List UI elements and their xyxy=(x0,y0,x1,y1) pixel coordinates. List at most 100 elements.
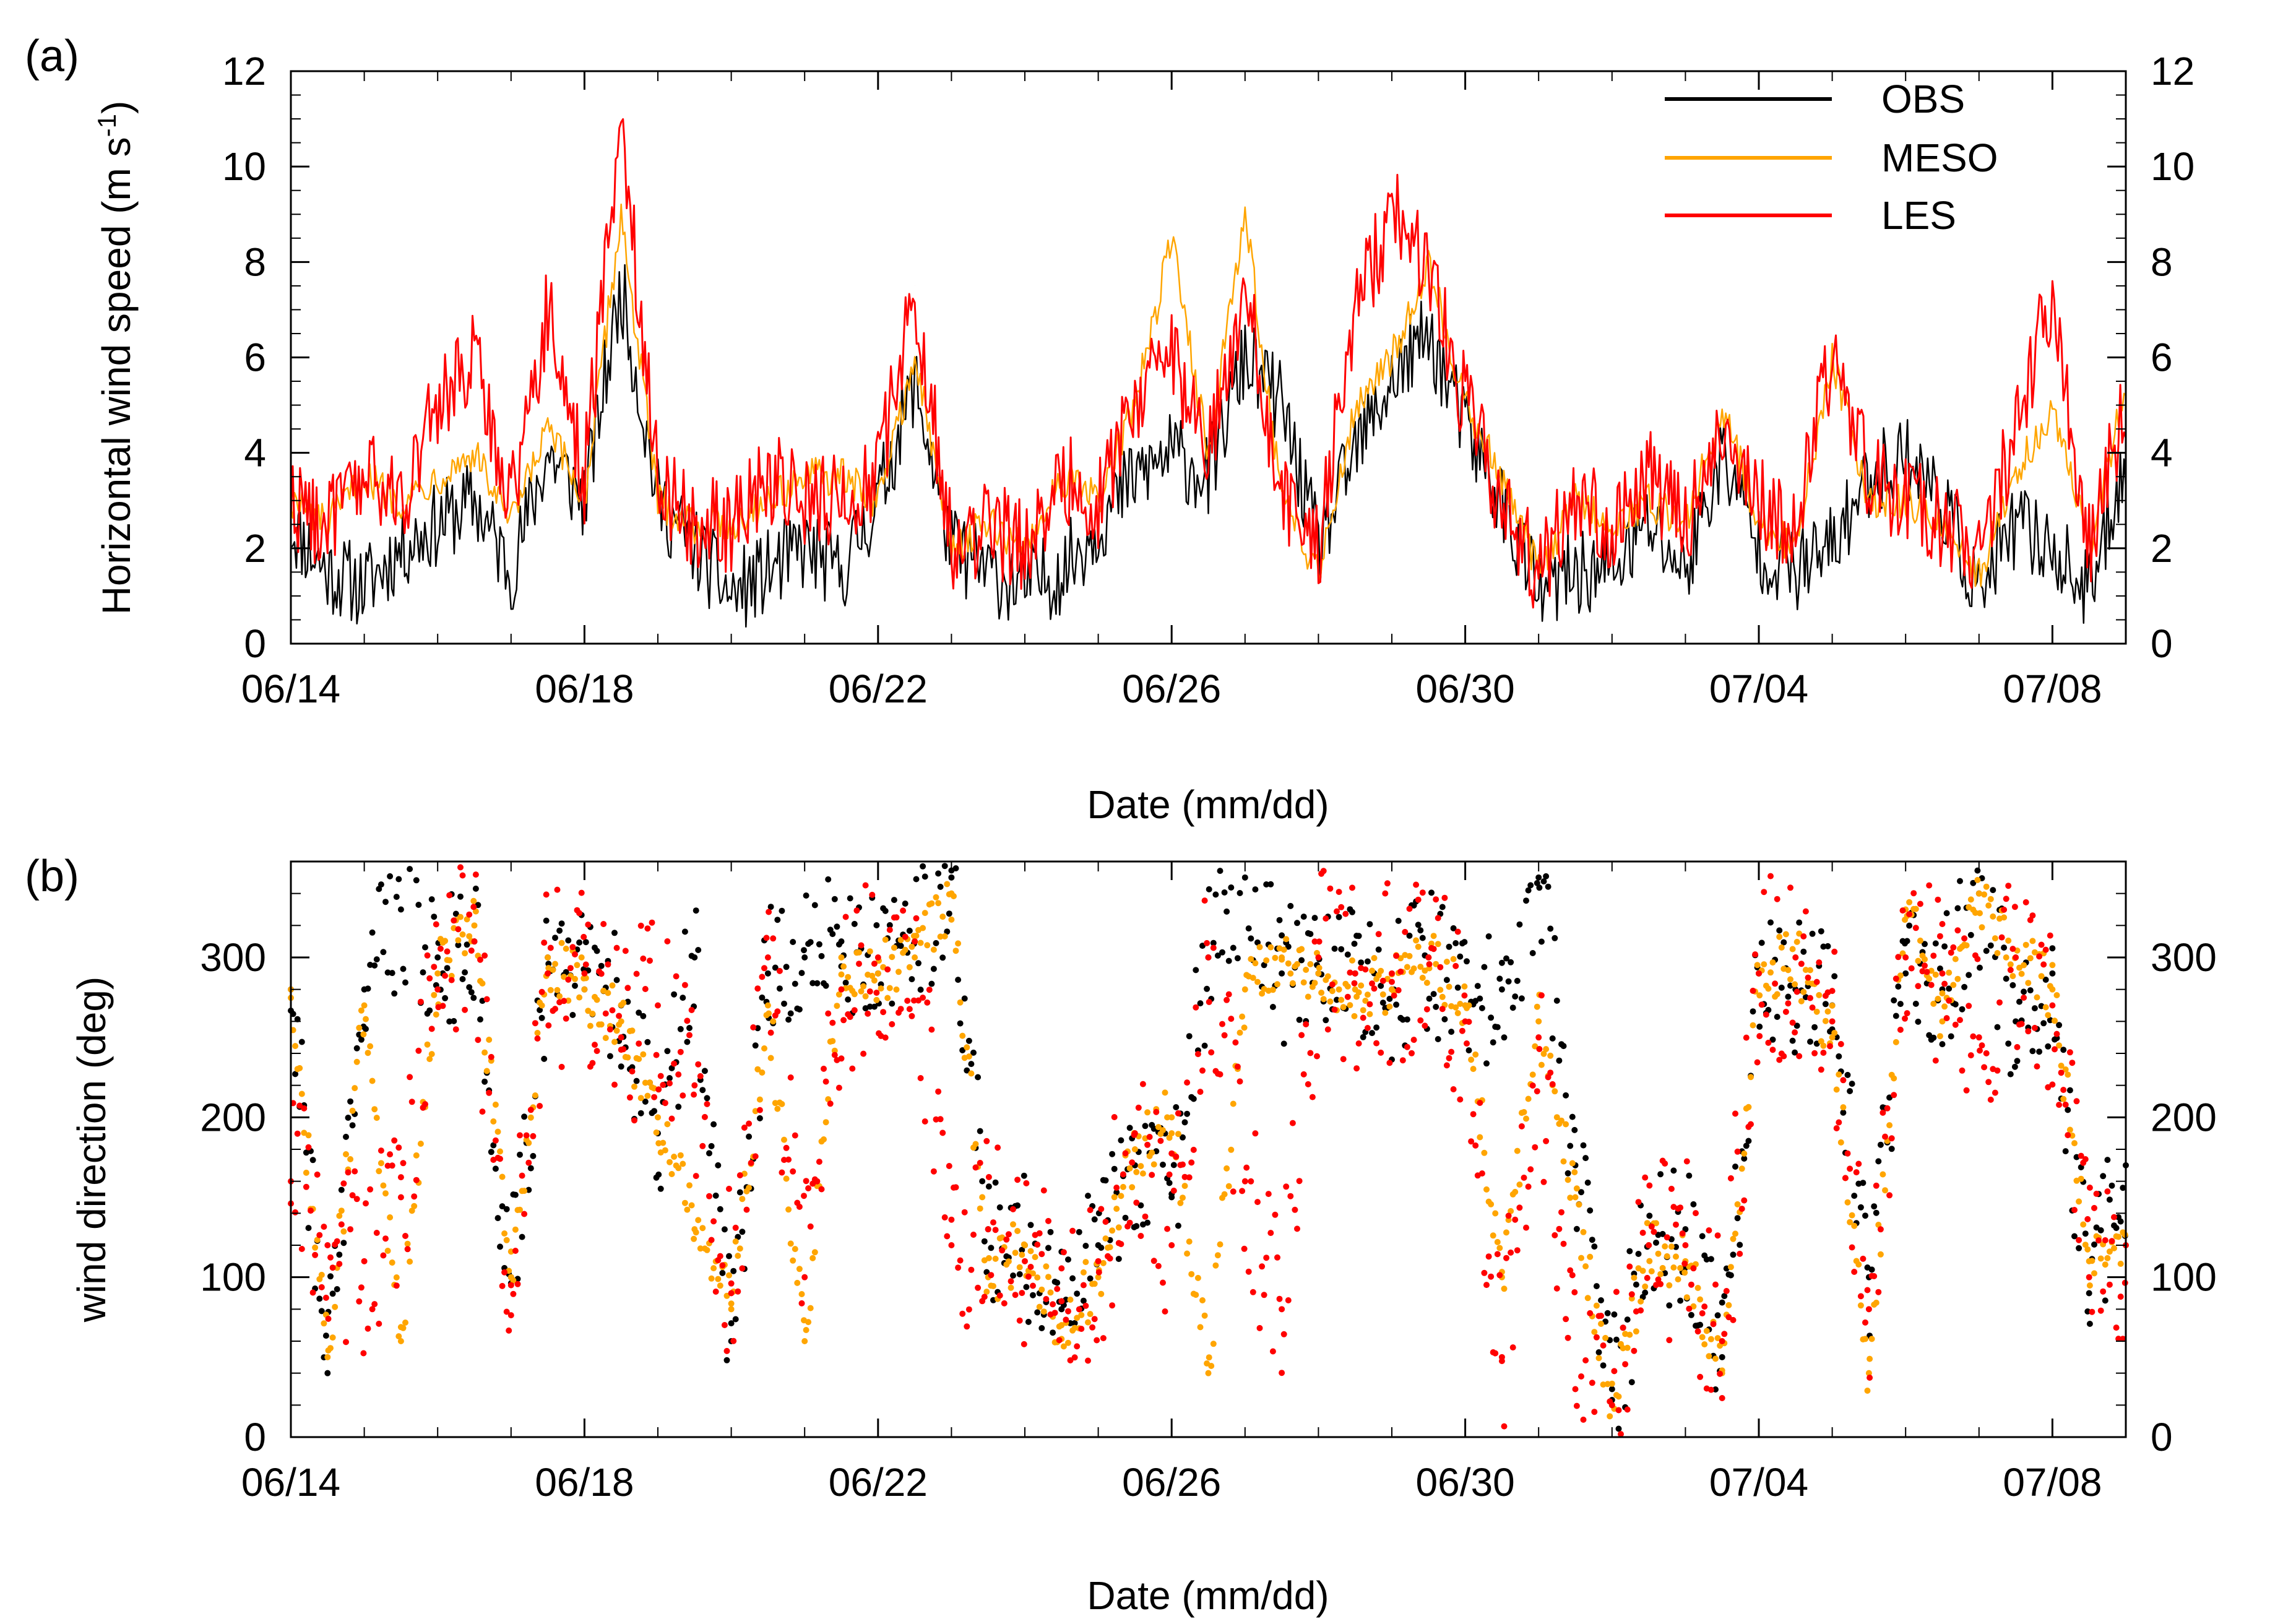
scatter-point-obs xyxy=(1461,939,1468,946)
scatter-point-obs xyxy=(1646,1212,1653,1219)
scatter-point-obs xyxy=(1732,1164,1738,1170)
scatter-point-obs xyxy=(1534,879,1540,886)
scatter-point-meso xyxy=(1631,1274,1638,1281)
scatter-point-les xyxy=(1833,1125,1840,1131)
scatter-point-les xyxy=(860,1050,867,1057)
scatter-point-les xyxy=(730,1337,737,1344)
scatter-point-obs xyxy=(1118,1137,1124,1144)
scatter-point-les xyxy=(554,886,561,893)
scatter-point-les xyxy=(1485,1253,1492,1260)
scatter-point-obs xyxy=(1091,1216,1098,1223)
scatter-point-les xyxy=(1162,1308,1168,1315)
scatter-point-obs xyxy=(1774,1014,1780,1020)
scatter-point-meso xyxy=(343,1151,349,1157)
scatter-point-les xyxy=(521,1211,528,1217)
scatter-point-obs xyxy=(913,876,920,883)
scatter-point-obs xyxy=(2014,1058,2021,1065)
point-obs-4 xyxy=(434,954,441,961)
scatter-point-obs xyxy=(1659,1230,1666,1237)
scatter-point-obs xyxy=(391,990,398,997)
scatter-point-meso xyxy=(1882,1187,1888,1194)
scatter-point-les xyxy=(543,891,550,898)
scatter-point-les xyxy=(616,1013,623,1019)
scatter-point-obs xyxy=(1915,1018,1922,1025)
scatter-point-les xyxy=(1252,1130,1259,1137)
scatter-point-meso xyxy=(338,1207,345,1214)
scatter-point-les xyxy=(2106,1281,2113,1288)
point-obs-14 xyxy=(801,954,808,961)
scatter-point-meso xyxy=(805,1319,812,1326)
scatter-point-meso xyxy=(1386,1003,1393,1010)
scatter-point-les xyxy=(849,1065,856,1072)
scatter-point-meso xyxy=(298,1091,305,1097)
scatter-point-obs xyxy=(457,893,464,900)
scatter-point-les xyxy=(1342,910,1349,917)
scatter-point-meso xyxy=(1697,1296,1704,1303)
scatter-point-les xyxy=(1741,1197,1748,1204)
scatter-point-les xyxy=(880,1009,887,1016)
scatter-point-meso xyxy=(699,1225,706,1232)
scatter-point-les xyxy=(2018,1021,2025,1027)
scatter-point-obs xyxy=(1175,1222,1181,1229)
scatter-point-les xyxy=(1111,1114,1118,1120)
scatter-point-obs xyxy=(1633,1281,1639,1288)
scatter-point-meso xyxy=(803,1327,809,1333)
scatter-point-les xyxy=(1816,959,1823,966)
scatter-point-les xyxy=(1477,1100,1483,1106)
scatter-point-les xyxy=(735,1288,741,1295)
point-obs-22 xyxy=(1095,1242,1102,1248)
scatter-point-les xyxy=(1677,1204,1684,1211)
scatter-point-obs xyxy=(1230,944,1236,951)
scatter-point-meso xyxy=(556,993,563,1000)
point-les-8 xyxy=(581,970,588,977)
scatter-point-meso xyxy=(336,1212,343,1219)
scatter-point-les xyxy=(611,1081,618,1088)
scatter-point-les xyxy=(723,1347,730,1354)
scatter-point-obs xyxy=(1595,1349,1602,1355)
scatter-point-les xyxy=(1314,1053,1320,1060)
scatter-point-les xyxy=(1811,1050,1818,1056)
scatter-point-les xyxy=(1556,1225,1563,1232)
scatter-point-meso xyxy=(1525,1095,1532,1102)
scatter-point-les xyxy=(728,1280,735,1287)
point-obs-44 xyxy=(1902,970,1909,977)
scatter-point-obs xyxy=(2027,987,2034,994)
scatter-point-meso xyxy=(486,1037,493,1043)
scatter-point-les xyxy=(1578,1373,1584,1380)
scatter-point-les xyxy=(1433,896,1439,903)
scatter-point-meso xyxy=(1642,1283,1649,1290)
scatter-point-meso xyxy=(1038,1286,1045,1293)
scatter-point-les xyxy=(717,1253,723,1259)
scatter-point-obs xyxy=(2001,944,2008,951)
scatter-point-obs xyxy=(1160,1161,1166,1168)
point-les-23 xyxy=(1131,1130,1138,1137)
scatter-point-obs xyxy=(1666,1302,1673,1309)
series-line-les xyxy=(290,118,2127,609)
scatter-point-les xyxy=(1915,983,1922,990)
scatter-point-meso xyxy=(2003,954,2009,961)
scatter-point-les xyxy=(673,973,680,980)
scatter-point-les xyxy=(356,1298,363,1305)
scatter-point-les xyxy=(1067,1357,1074,1363)
scatter-point-les xyxy=(1129,1159,1136,1166)
scatter-point-obs xyxy=(902,901,908,907)
scatter-point-obs xyxy=(2100,1173,2107,1180)
scatter-point-meso xyxy=(1129,1184,1136,1191)
scatter-point-meso xyxy=(856,949,862,956)
scatter-point-obs xyxy=(2091,1241,2097,1248)
scatter-point-les xyxy=(1448,1048,1455,1055)
scatter-point-meso xyxy=(558,939,565,946)
scatter-point-meso xyxy=(1008,1284,1014,1291)
scatter-point-les xyxy=(1150,1258,1157,1264)
scatter-point-obs xyxy=(1323,1017,1329,1024)
scatter-point-obs xyxy=(1038,1325,1045,1331)
scatter-point-les xyxy=(889,1021,896,1027)
scatter-point-les xyxy=(1655,1276,1662,1283)
scatter-point-obs xyxy=(1954,905,1961,912)
scatter-point-les xyxy=(818,1186,825,1193)
scatter-point-les xyxy=(1664,1234,1670,1241)
scatter-point-les xyxy=(1298,1032,1305,1039)
scatter-point-les xyxy=(1970,1033,1977,1040)
scatter-point-obs xyxy=(1067,1320,1074,1326)
scatter-point-obs xyxy=(2108,1182,2115,1189)
